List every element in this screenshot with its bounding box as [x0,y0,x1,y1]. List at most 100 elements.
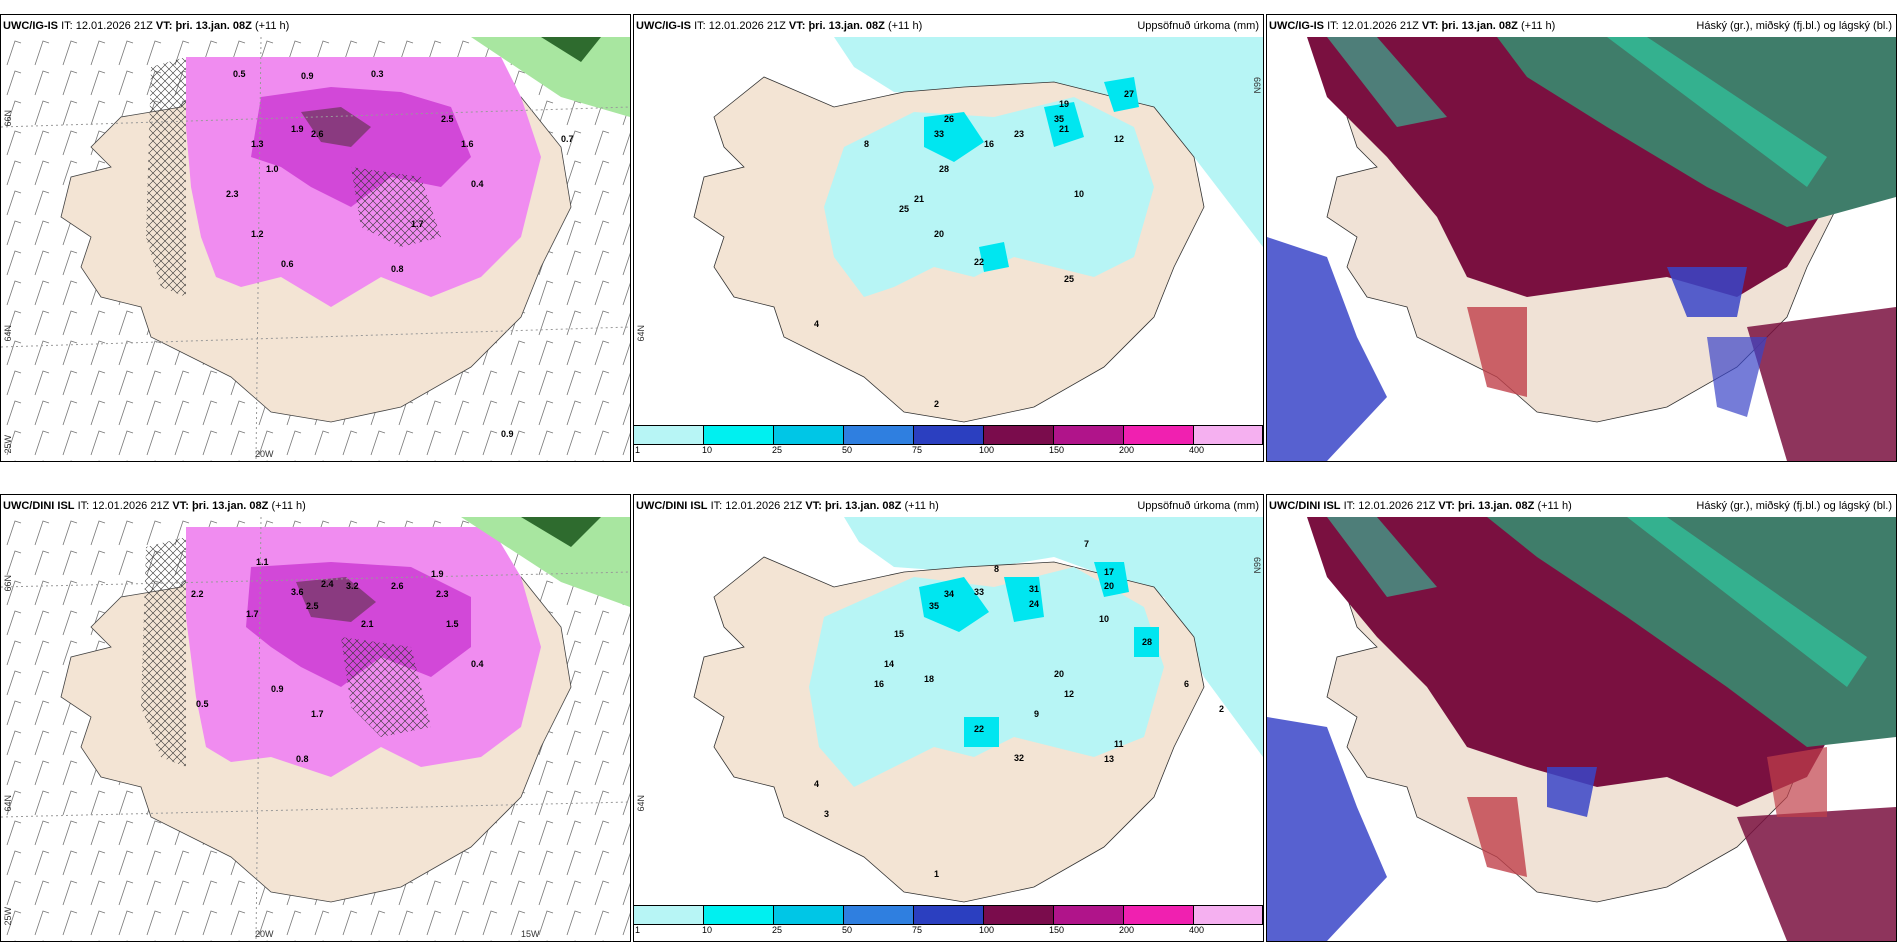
colorbar-tick: 25 [772,445,783,455]
high-cloud [1487,517,1896,747]
colorbar-swatch [1124,425,1194,445]
value-label: 1.7 [246,609,259,619]
value-label: 20 [934,229,944,239]
lon-label: 20W [255,449,274,459]
map-area [1267,37,1896,461]
value-label: 2 [1219,704,1224,714]
value-label: 0.9 [301,71,314,81]
valid-time: þri. 13.jan. 08Z [1441,20,1518,32]
value-label: 33 [934,129,944,139]
valid-time: þri. 13.jan. 08Z [824,500,902,512]
green-area [461,517,630,607]
panel-header: UWC/DINI ISL IT: 12.01.2026 21Z VT: þri.… [634,495,1263,517]
lead-time: (+11 h) [1520,20,1556,32]
value-label: 1.2 [251,229,264,239]
lat-label: 66N [1252,557,1262,574]
value-label: 23 [1014,129,1024,139]
model-name: UWC/IG-IS [1269,20,1324,32]
colorbar-tick: 100 [979,445,995,455]
value-label: 33 [974,587,984,597]
colorbar-tick: 400 [1189,445,1205,455]
value-label: 20 [1054,669,1064,679]
colorbar: 1 10 25 50 75 100 150 200 400 [634,905,1263,941]
value-label: 21 [914,194,924,204]
value-label: 24 [1029,599,1039,609]
precip-area-heavy [919,577,989,632]
lon-label: 15W [521,929,540,939]
value-label: 18 [924,674,934,684]
value-label: 22 [974,724,984,734]
value-label: 10 [1074,189,1084,199]
colorbar-tick: 1 [635,925,641,935]
value-label: 1.5 [446,619,459,629]
lat-label: 66N [3,110,13,127]
panel-ig-snow: UWC/IG-IS IT: 12.01.2026 21Z VT: þri. 13… [0,14,631,462]
colorbar-swatch [844,905,914,925]
snow-area-heavy [301,107,371,147]
value-label: 0.6 [281,259,294,269]
value-label: 2.1 [361,619,374,629]
value-label: 0.5 [233,69,246,79]
panel-dini-clouds: UWC/DINI ISL IT: 12.01.2026 21Z VT: þri.… [1266,494,1897,942]
value-label: 1.9 [291,124,304,134]
valid-time: þri. 13.jan. 08Z [808,20,885,32]
value-label: 3 [824,809,829,819]
colorbar-tick: 150 [1049,445,1065,455]
it-label: IT: [61,20,73,32]
value-label: 0.9 [271,684,284,694]
value-label: 2.6 [311,129,324,139]
value-label: 1.0 [266,164,279,174]
panel-header: UWC/DINI ISL IT: 12.01.2026 21Z VT: þri.… [1,495,630,517]
valid-time: þri. 13.jan. 08Z [1457,500,1535,512]
lon-label: 20W [255,929,274,939]
sea-precip [844,517,1263,757]
it-label: IT: [77,500,90,512]
value-label: 28 [1142,637,1152,647]
colorbar-tick: 50 [842,925,853,935]
value-label: 28 [939,164,949,174]
model-name: UWC/DINI ISL [636,500,708,512]
cloud-map [1267,517,1896,941]
value-label: 16 [984,139,994,149]
colorbar-swatch [914,425,984,445]
value-label: 15 [894,629,904,639]
precip-map: 33 26 35 19 21 27 23 16 8 28 10 12 22 21… [634,37,1263,461]
value-label: 3.2 [346,581,359,591]
lat-label: 64N [636,325,646,342]
vt-label: VT: [155,20,173,32]
colorbar-swatch [704,905,774,925]
hatched-area [341,637,431,737]
model-name: UWC/IG-IS [636,20,691,32]
map-area: 0.5 0.9 0.3 1.3 2.6 1.9 2.5 1.6 1.0 0.4 … [1,37,630,461]
low-cloud [1267,717,1387,941]
init-time: 12.01.2026 21Z [92,500,170,512]
field-title: Háský (gr.), miðský (fj.bl.) og lágský (… [1696,500,1892,512]
value-label: 4 [814,779,819,789]
value-label: 1.6 [461,139,474,149]
lat-label: 66N [1252,77,1262,94]
value-label: 0.7 [561,134,574,144]
value-label: 9 [1034,709,1039,719]
value-label: 11 [1114,739,1124,749]
vt-label: VT: [172,500,189,512]
it-label: IT: [694,20,706,32]
colorbar-tick: 10 [702,445,713,455]
init-time: 12.01.2026 21Z [725,500,803,512]
colorbar-swatch [1054,425,1124,445]
map-area: 1.1 2.2 1.7 3.6 2.5 2.4 3.2 2.6 1.9 2.3 … [1,517,630,941]
field-title: Uppsöfnuð úrkoma (mm) [1137,500,1259,512]
value-label: 10 [1099,614,1109,624]
vt-label: VT: [805,500,822,512]
value-label: 34 [944,589,954,599]
model-name: UWC/DINI ISL [1269,500,1341,512]
lat-label: 64N [636,795,646,812]
panel-dini-precip: UWC/DINI ISL IT: 12.01.2026 21Z VT: þri.… [633,494,1264,942]
panel-header: UWC/DINI ISL IT: 12.01.2026 21Z VT: þri.… [1267,495,1896,517]
colorbar-swatch [634,425,704,445]
value-label: 7 [1084,539,1089,549]
value-label: 21 [1059,124,1069,134]
value-label: 12 [1064,689,1074,699]
value-label: 1.7 [411,219,424,229]
value-label: 16 [874,679,884,689]
colorbar-tick: 200 [1119,925,1135,935]
